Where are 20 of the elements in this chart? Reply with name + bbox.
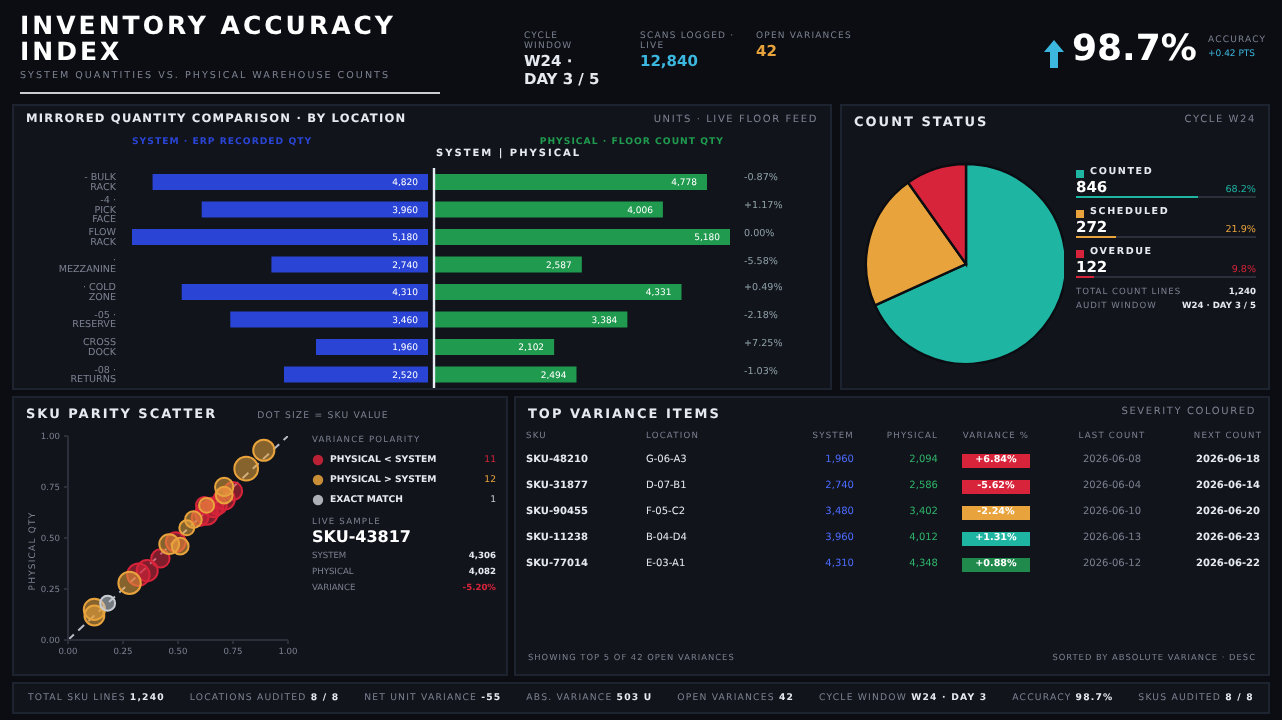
bar (316, 339, 428, 355)
bar (434, 174, 708, 190)
bar (434, 366, 577, 383)
bar (132, 229, 428, 245)
bar (152, 174, 428, 190)
text: 98.7% (1072, 28, 1197, 70)
bar (284, 366, 428, 383)
bar (434, 284, 682, 300)
text: SKU-43817 (312, 528, 413, 546)
bar (181, 284, 428, 300)
bar (434, 229, 730, 245)
text: INVENTORY ACCURACY INDEX (20, 10, 398, 66)
bar (434, 311, 628, 328)
bar (230, 311, 428, 328)
bar (434, 256, 582, 273)
bar (434, 339, 555, 355)
bar (434, 201, 663, 218)
pie-slice (873, 162, 1064, 364)
bar (271, 256, 428, 273)
bar (201, 201, 428, 218)
